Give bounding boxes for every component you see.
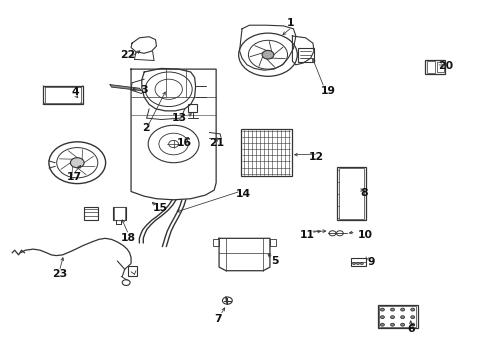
Text: 8: 8 xyxy=(360,188,367,198)
Circle shape xyxy=(356,262,359,265)
Text: 11: 11 xyxy=(299,230,314,240)
Circle shape xyxy=(410,316,414,319)
Text: 23: 23 xyxy=(52,269,67,279)
Text: 1: 1 xyxy=(286,18,294,28)
Circle shape xyxy=(184,134,194,141)
Text: 6: 6 xyxy=(406,324,414,334)
Text: 14: 14 xyxy=(235,189,250,199)
Circle shape xyxy=(336,231,343,236)
Bar xyxy=(114,207,124,220)
Bar xyxy=(240,129,291,176)
Circle shape xyxy=(410,308,414,311)
Circle shape xyxy=(238,33,297,76)
Circle shape xyxy=(145,72,192,107)
Circle shape xyxy=(122,280,130,285)
Text: 3: 3 xyxy=(140,85,148,95)
Circle shape xyxy=(380,308,384,311)
Text: 21: 21 xyxy=(209,138,224,148)
Bar xyxy=(425,60,444,74)
Text: 17: 17 xyxy=(67,172,81,182)
Bar xyxy=(426,61,434,73)
Text: 13: 13 xyxy=(172,113,186,123)
Circle shape xyxy=(380,316,384,319)
Circle shape xyxy=(262,50,273,59)
Bar xyxy=(188,104,197,112)
Bar xyxy=(45,87,81,103)
Bar xyxy=(113,207,125,220)
Bar xyxy=(128,266,137,276)
Text: 9: 9 xyxy=(367,257,375,267)
Circle shape xyxy=(390,308,394,311)
Bar xyxy=(378,306,415,327)
Text: 7: 7 xyxy=(213,314,221,324)
Text: 16: 16 xyxy=(177,138,192,148)
Text: 2: 2 xyxy=(142,123,149,133)
Text: 15: 15 xyxy=(152,203,167,213)
Bar xyxy=(377,305,417,328)
Circle shape xyxy=(400,323,404,326)
Circle shape xyxy=(400,316,404,319)
Text: 20: 20 xyxy=(438,60,452,71)
Text: 19: 19 xyxy=(321,86,335,96)
Text: 18: 18 xyxy=(121,233,135,243)
Bar xyxy=(84,207,98,220)
Text: 4: 4 xyxy=(72,87,80,97)
Circle shape xyxy=(168,140,178,148)
Bar xyxy=(338,168,364,219)
Bar xyxy=(350,258,365,266)
Circle shape xyxy=(155,79,182,99)
Circle shape xyxy=(159,133,188,155)
Circle shape xyxy=(49,142,105,184)
Circle shape xyxy=(410,323,414,326)
Circle shape xyxy=(328,231,335,236)
Circle shape xyxy=(222,297,232,304)
Circle shape xyxy=(390,323,394,326)
Bar xyxy=(337,167,365,220)
Bar xyxy=(43,86,83,104)
Circle shape xyxy=(400,308,404,311)
Bar xyxy=(269,239,276,246)
Circle shape xyxy=(187,136,192,139)
Circle shape xyxy=(360,262,363,265)
Circle shape xyxy=(248,40,287,69)
Bar xyxy=(436,62,443,72)
Text: 12: 12 xyxy=(309,152,324,162)
Bar xyxy=(212,239,219,246)
Bar xyxy=(298,48,313,62)
Circle shape xyxy=(390,316,394,319)
Circle shape xyxy=(352,262,355,265)
Circle shape xyxy=(70,158,84,168)
Text: 5: 5 xyxy=(270,256,278,266)
Text: 10: 10 xyxy=(358,230,372,240)
Polygon shape xyxy=(110,85,142,91)
Text: 22: 22 xyxy=(120,50,136,60)
Circle shape xyxy=(57,148,98,178)
Circle shape xyxy=(380,323,384,326)
Circle shape xyxy=(148,125,199,163)
